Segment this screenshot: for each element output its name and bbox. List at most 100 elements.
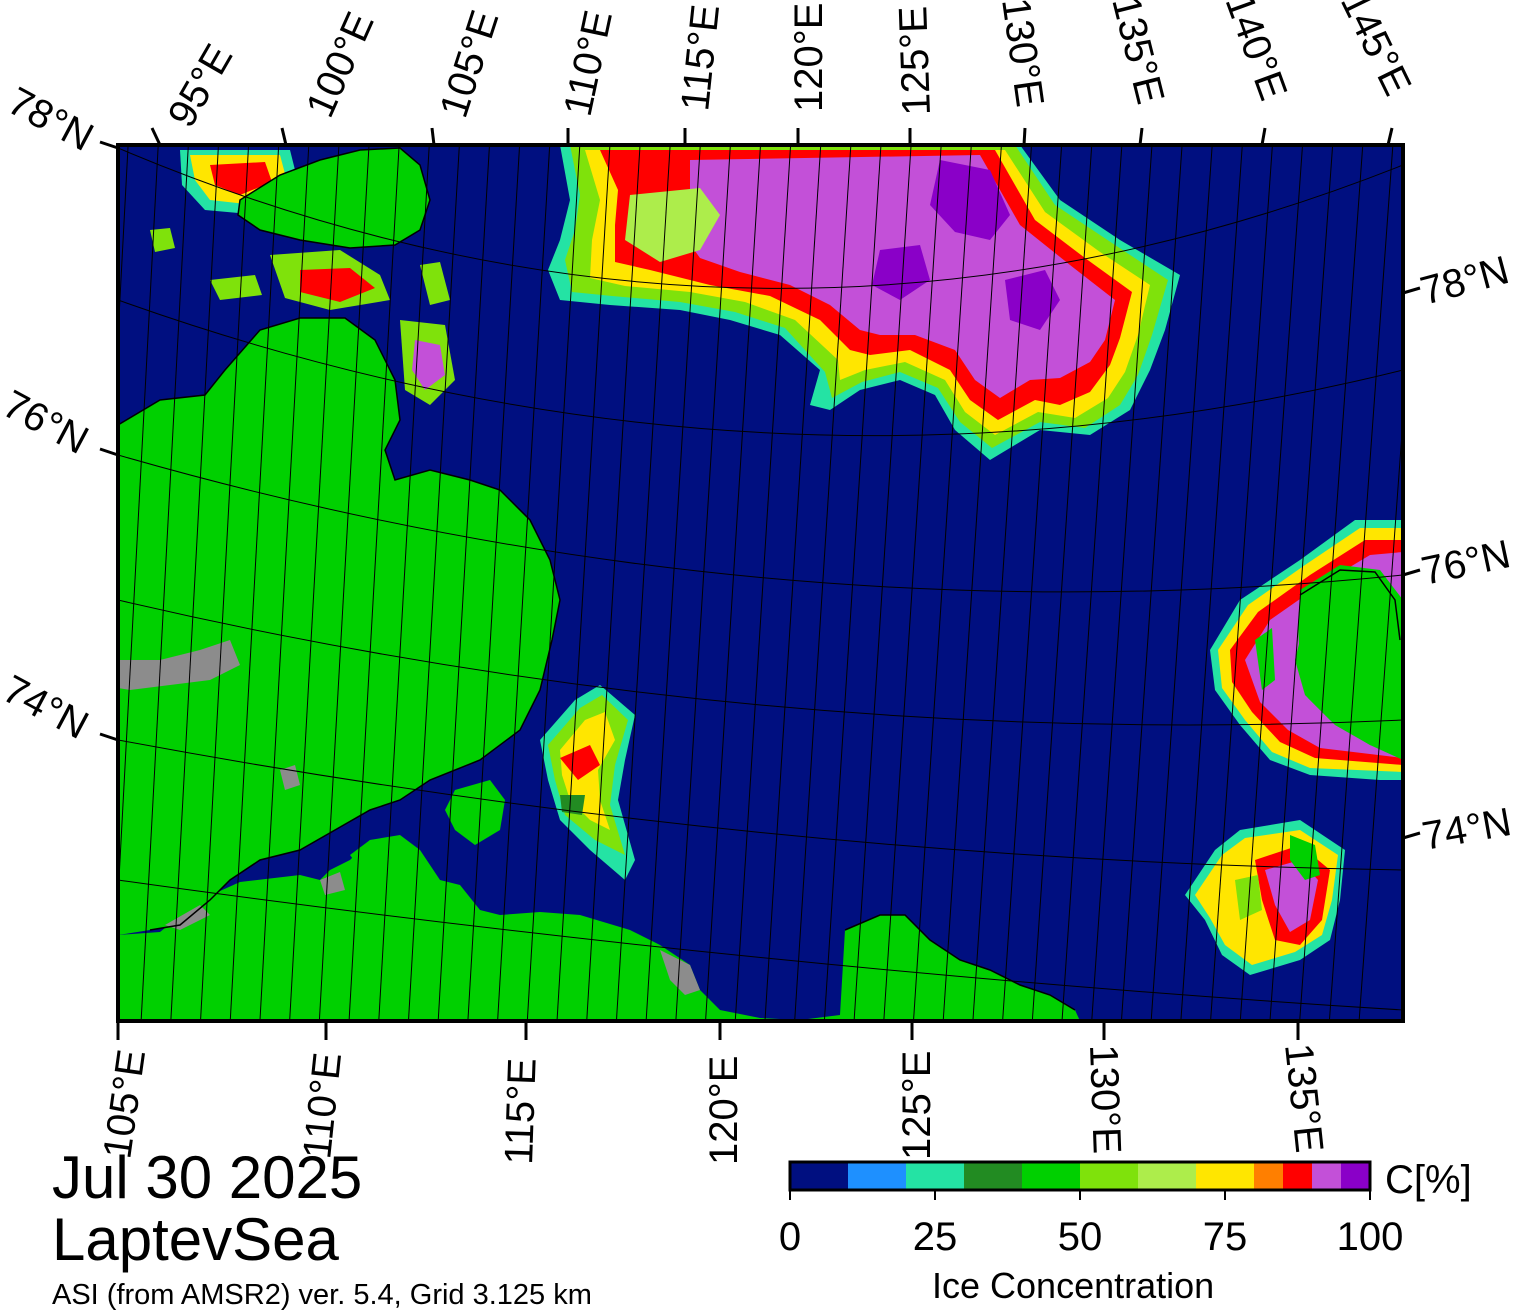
meridian-line bbox=[348, 145, 400, 1021]
parallel-74n bbox=[118, 739, 1403, 871]
colorbar-cell bbox=[1022, 1162, 1080, 1190]
region-name: LaptevSea bbox=[52, 1206, 339, 1273]
colorbar-cell bbox=[1196, 1162, 1254, 1190]
meridian-line bbox=[1239, 145, 1304, 1021]
meridian-line bbox=[200, 145, 250, 1021]
meridian-line bbox=[1358, 412, 1403, 1021]
map-panel bbox=[52, 145, 1403, 1021]
meridian-line bbox=[437, 145, 490, 1021]
meridian-line bbox=[764, 145, 822, 1021]
meridian-line bbox=[1091, 145, 1153, 1021]
top-lon-label: 135°E bbox=[1103, 0, 1172, 108]
top-lon-label: 105°E bbox=[432, 5, 508, 123]
top-lon-label: 140°E bbox=[1217, 0, 1296, 106]
bottom-lon-label: 120°E bbox=[702, 1056, 746, 1165]
colorbar-title: Ice Concentration bbox=[932, 1265, 1215, 1306]
meridian-line bbox=[1299, 145, 1364, 1021]
meridian-line bbox=[705, 145, 761, 1021]
parallel-78n bbox=[118, 147, 1403, 289]
meridian-line bbox=[1061, 145, 1123, 1021]
meridian-line bbox=[52, 145, 98, 1021]
meridian-line bbox=[645, 145, 701, 1021]
colorbar-cell bbox=[1254, 1162, 1283, 1190]
top-lon-label: 110°E bbox=[556, 7, 621, 120]
tick-marks bbox=[99, 127, 1421, 1040]
right-lat-label: 74°N bbox=[1419, 800, 1515, 859]
top-lon-label: 145°E bbox=[1332, 0, 1420, 102]
colorbar-tick-label: 75 bbox=[1202, 1215, 1248, 1259]
parallel-77n bbox=[118, 299, 1403, 437]
meridian-line bbox=[734, 145, 792, 1021]
bottom-lon-label: 115°E bbox=[497, 1057, 545, 1165]
meridian-line bbox=[675, 145, 731, 1021]
top-lon-label: 120°E bbox=[787, 3, 831, 112]
parallel-75n bbox=[118, 599, 1403, 726]
meridian-line bbox=[318, 145, 370, 1021]
meridian-line bbox=[118, 145, 129, 346]
top-lon-label: 95°E bbox=[160, 37, 242, 134]
meridian-line bbox=[853, 145, 912, 1021]
northern-ice-pack bbox=[548, 145, 1180, 460]
colorbar-cell bbox=[848, 1162, 906, 1190]
colorbar-unit: C[%] bbox=[1385, 1158, 1472, 1202]
map-frame bbox=[116, 143, 1405, 1023]
colorbar-tick-label: 25 bbox=[912, 1215, 958, 1259]
meridian-line bbox=[972, 145, 1033, 1021]
colorbar-cell bbox=[906, 1162, 964, 1190]
coastlines bbox=[118, 147, 1401, 1011]
northwest-ice-patches bbox=[150, 150, 455, 405]
top-lon-label: 125°E bbox=[891, 5, 939, 116]
meridians bbox=[52, 145, 1403, 1021]
top-lon-label: 115°E bbox=[673, 2, 728, 112]
colorbar-cell bbox=[964, 1162, 1022, 1190]
bottom-lon-label: 135°E bbox=[1276, 1041, 1331, 1154]
meridian-line bbox=[556, 145, 611, 1021]
colorbar-cells bbox=[790, 1162, 1370, 1190]
left-lat-label: 76°N bbox=[0, 382, 95, 463]
colorbar-tick-label: 100 bbox=[1336, 1215, 1404, 1259]
bottom-lon-label: 125°E bbox=[895, 1051, 939, 1160]
meridian-line bbox=[794, 145, 852, 1021]
right-lat-label: 78°N bbox=[1416, 248, 1514, 314]
meridian-line bbox=[497, 145, 551, 1021]
meridian-line bbox=[1328, 145, 1394, 1021]
left-lat-label: 74°N bbox=[0, 667, 95, 748]
colorbar-cell bbox=[790, 1162, 848, 1190]
meridian-line bbox=[259, 145, 310, 1021]
southeast-ice-patch bbox=[1185, 820, 1345, 975]
meridian-line bbox=[586, 145, 641, 1021]
bottom-lon-label: 130°E bbox=[1081, 1044, 1129, 1155]
map-date: Jul 30 2025 bbox=[52, 1144, 363, 1211]
meridian-line bbox=[1269, 145, 1334, 1021]
meridian-line bbox=[1180, 145, 1243, 1021]
colorbar-ticks bbox=[789, 1190, 1371, 1200]
meridian-line bbox=[1210, 145, 1273, 1021]
colorbar-tick-label: 0 bbox=[778, 1215, 802, 1259]
meridian-line bbox=[615, 145, 671, 1021]
meridian-line bbox=[526, 145, 581, 1021]
meridian-line bbox=[140, 145, 189, 1021]
colorbar-cell bbox=[1080, 1162, 1138, 1190]
colorbar-tick-label: 50 bbox=[1057, 1215, 1103, 1259]
left-lat-label: 78°N bbox=[1, 79, 101, 160]
colorbar-cell bbox=[1283, 1162, 1312, 1190]
meridian-line bbox=[912, 145, 972, 1021]
meridian-line bbox=[1150, 145, 1213, 1021]
top-lon-label: 130°E bbox=[993, 0, 1052, 110]
meridian-line bbox=[1002, 145, 1063, 1021]
meridian-line bbox=[407, 145, 460, 1021]
colorbar bbox=[788, 1160, 1372, 1200]
meridian-line bbox=[942, 145, 1002, 1021]
parallel-76n bbox=[118, 454, 1403, 593]
colorbar-cell bbox=[1341, 1162, 1370, 1190]
meridian-line bbox=[170, 145, 219, 1021]
meridian-line bbox=[467, 145, 521, 1021]
colorbar-cell bbox=[1138, 1162, 1196, 1190]
meridian-line bbox=[1031, 145, 1093, 1021]
meridian-line bbox=[883, 145, 942, 1021]
data-source: ASI (from AMSR2) ver. 5.4, Grid 3.125 km bbox=[52, 1279, 592, 1311]
meridian-line bbox=[378, 145, 430, 1021]
meridian-line bbox=[289, 145, 340, 1021]
top-lon-label: 100°E bbox=[298, 6, 383, 124]
meridian-line bbox=[1120, 145, 1183, 1021]
